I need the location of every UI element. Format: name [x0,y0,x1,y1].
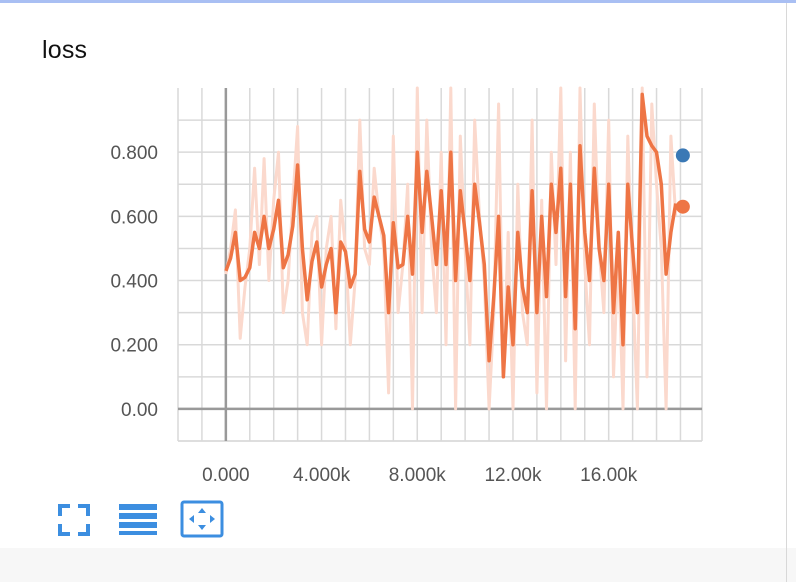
card-footer [0,548,796,582]
data-table-button[interactable] [118,500,158,540]
x-tick-label: 8.000k [389,465,447,486]
data-table-icon [119,504,157,535]
smoothed-loss-line [224,92,678,379]
y-tick-label: 0.400 [110,272,158,293]
y-tick-label: 0.200 [110,336,158,357]
x-tick-label: 16.00k [580,465,638,486]
marker-layer [675,148,690,214]
y-tick-label: 0.00 [121,400,158,421]
fit-domain-icon [180,500,224,538]
fullscreen-icon [58,504,90,536]
y-tick-label: 0.600 [110,207,158,228]
tick-label-layer: 0.00 0.200 0.400 0.600 0.800 0.000 4.000k 8.000… [110,143,637,486]
blue-marker-point [675,148,690,163]
x-tick-label: 0.000 [202,465,250,486]
card-right-border [786,3,787,582]
chart-title: loss [42,36,88,64]
x-tick-label: 4.000k [293,465,351,486]
smoothed-series-layer [224,92,678,379]
orange-marker-point [675,199,690,214]
y-tick-label: 0.800 [110,143,158,164]
fit-domain-button[interactable] [180,500,226,540]
x-tick-label: 12.00k [484,465,542,486]
fullscreen-button[interactable] [54,500,94,540]
top-accent-bar [0,0,796,3]
